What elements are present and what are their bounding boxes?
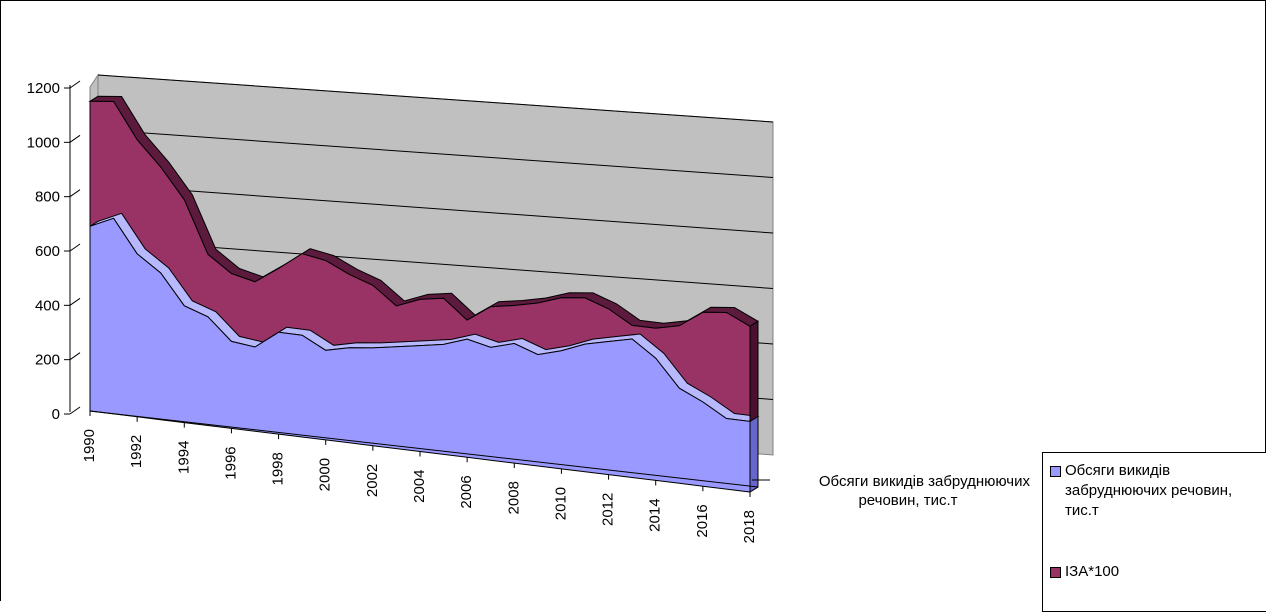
y-tick-diag <box>69 297 81 306</box>
y-tick-label: 1000 <box>27 134 60 151</box>
legend-label-iza: ІЗА*100 <box>1065 563 1120 580</box>
x-axis-line <box>89 410 759 488</box>
y-tick-diag <box>69 80 81 89</box>
legend-swatch-iza <box>1050 567 1061 578</box>
x-tick-label: 2012 <box>600 493 617 526</box>
gridline <box>97 74 774 123</box>
x-tick-label: 1992 <box>128 435 145 468</box>
x-tick-label: 2006 <box>458 475 475 508</box>
gridline <box>97 183 774 234</box>
legend-label-emissions: Обсяги викидів забруднюючих речовин, тис… <box>1065 462 1233 519</box>
x-tick-label: 2002 <box>364 464 381 497</box>
legend-swatch-emissions <box>1050 466 1061 477</box>
legend-item-iza: ІЗА*100 <box>1050 562 1266 582</box>
x-tick-label: 2004 <box>411 470 428 503</box>
gridline <box>97 129 774 178</box>
x-tick-label: 1990 <box>81 429 98 462</box>
chart-legend: Обсяги викидів забруднюючих речовин, тис… <box>1042 452 1266 612</box>
series-end-cap-lower <box>749 415 759 493</box>
y-tick-label: 400 <box>35 297 60 314</box>
y-tick-diag <box>69 352 81 361</box>
y-tick-label: 800 <box>35 189 60 206</box>
y-tick-diag <box>69 406 81 415</box>
x-tick-label: 1996 <box>222 446 239 479</box>
x-tick-label: 2014 <box>647 498 664 531</box>
depth-axis-label: Обсяги викидів забруднюючих <box>819 473 1031 490</box>
y-tick-label: 600 <box>35 243 60 260</box>
x-tick-label: 2016 <box>694 504 711 537</box>
x-tick-label: 2018 <box>741 510 758 543</box>
x-tick-label: 2008 <box>505 481 522 514</box>
y-tick-diag <box>69 243 81 252</box>
x-tick-label: 1994 <box>175 441 192 474</box>
x-tick-label: 1998 <box>270 452 287 485</box>
y-tick-diag <box>69 134 81 143</box>
depth-axis-label: речовин, тис.т <box>858 492 957 509</box>
y-tick-label: 200 <box>35 352 60 369</box>
x-tick-label: 2010 <box>552 487 569 520</box>
y-tick-diag <box>69 189 81 198</box>
x-tick-label: 2000 <box>317 458 334 491</box>
y-tick-label: 1200 <box>27 80 60 97</box>
y-tick-label: 0 <box>52 406 60 423</box>
legend-item-emissions: Обсяги викидів забруднюючих речовин, тис… <box>1050 461 1266 521</box>
